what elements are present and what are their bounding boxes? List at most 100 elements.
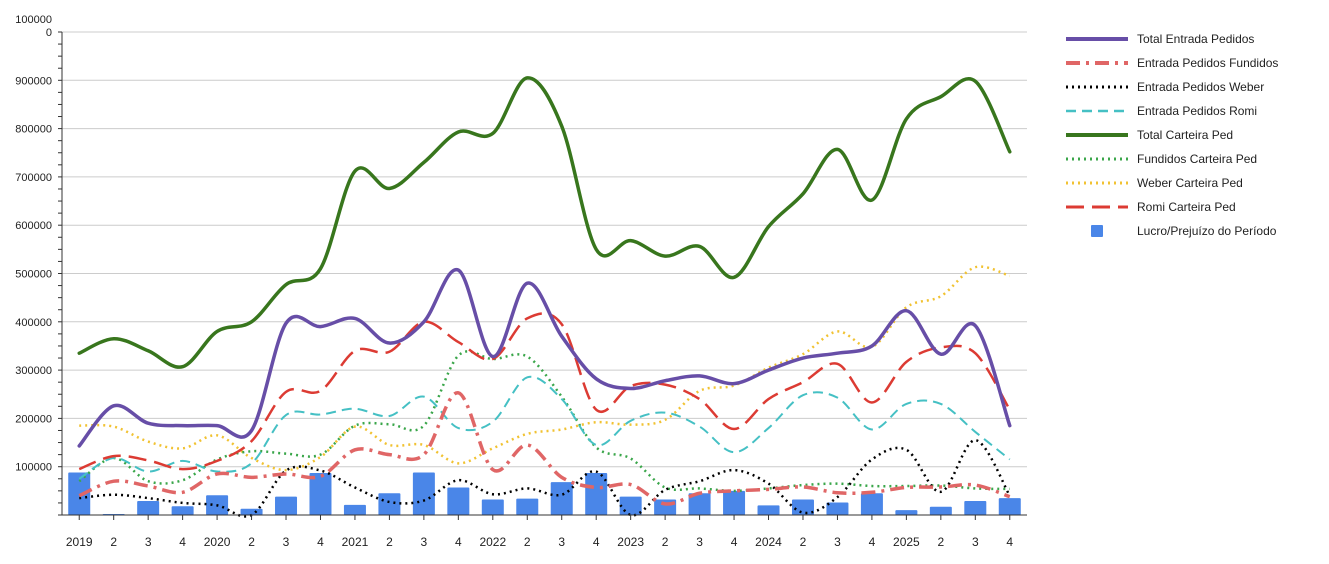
series-line-entrada-pedidos-romi bbox=[78, 375, 1011, 480]
bar bbox=[447, 487, 470, 515]
y-tick-label-line: 700000 bbox=[15, 172, 52, 184]
bar bbox=[860, 493, 883, 515]
x-tick-label: 2022 bbox=[479, 535, 506, 549]
series-line-entrada-pedidos-weber bbox=[79, 438, 1011, 518]
bar-series bbox=[68, 472, 1021, 515]
legend-label-total-carteira-ped: Total Carteira Ped bbox=[1137, 128, 1233, 142]
x-axis-ticks: 2019 2 3 4 2020 2 3 4 2021 2 3 4 2022 2 3 4 2023 2 3 4 2024 2… bbox=[66, 535, 1014, 549]
bar bbox=[619, 496, 642, 515]
y-tick-label: 300000 bbox=[15, 365, 52, 377]
y-tick-label: 200000 bbox=[15, 413, 52, 425]
legend-label-entrada-pedidos-fundidos: Entrada Pedidos Fundidos bbox=[1137, 56, 1278, 70]
bar bbox=[688, 493, 711, 515]
x-tick-label: 4 bbox=[1006, 535, 1013, 549]
bar bbox=[481, 499, 504, 515]
y-tick-label-line: 0 bbox=[46, 27, 52, 39]
y-tick-label-line: 100000 bbox=[15, 14, 52, 26]
bar bbox=[378, 493, 401, 515]
x-tick-label: 4 bbox=[869, 535, 876, 549]
bar bbox=[137, 500, 160, 515]
x-tick-label: 3 bbox=[283, 535, 290, 549]
legend-label-weber-carteira-ped: Weber Carteira Ped bbox=[1137, 176, 1243, 190]
x-tick-label: 2024 bbox=[755, 535, 782, 549]
y-axis-ticks: 100000 200000 300000 400000 500000 600000 7000… bbox=[15, 14, 52, 474]
y-tick-label-line: 100000 bbox=[15, 462, 52, 474]
y-tick-label-line: 200000 bbox=[15, 413, 52, 425]
y-tick-label-line: 600000 bbox=[15, 220, 52, 232]
bar bbox=[895, 510, 918, 515]
x-tick-label: 2 bbox=[662, 535, 669, 549]
legend-label-total-entrada-pedidos: Total Entrada Pedidos bbox=[1137, 32, 1254, 46]
y-tick-label: 700000 bbox=[15, 172, 52, 184]
series-line-fundidos-carteira-ped bbox=[78, 350, 1010, 493]
x-tick-label: 2 bbox=[524, 535, 531, 549]
y-tick-label: 500000 bbox=[15, 269, 52, 281]
bar bbox=[929, 506, 952, 515]
bar bbox=[550, 482, 573, 515]
legend-label-entrada-pedidos-romi: Entrada Pedidos Romi bbox=[1137, 104, 1257, 118]
x-tick-label: 2021 bbox=[342, 535, 369, 549]
x-tick-label: 2 bbox=[937, 535, 944, 549]
bar bbox=[723, 490, 746, 515]
bar bbox=[68, 472, 91, 515]
x-tick-label: 4 bbox=[317, 535, 324, 549]
series-line-weber-carteira-ped bbox=[79, 265, 1011, 472]
legend-label-fundidos-carteira-ped: Fundidos Carteira Ped bbox=[1137, 152, 1257, 166]
series-line-entrada-pedidos-fundidos bbox=[78, 391, 1011, 506]
bar bbox=[343, 504, 366, 515]
series-line-total-entrada-pedidos bbox=[77, 268, 1012, 448]
x-tick-label: 2 bbox=[386, 535, 393, 549]
bar bbox=[412, 472, 435, 515]
y-tick-label: 600000 bbox=[15, 220, 52, 232]
x-tick-label: 2 bbox=[248, 535, 255, 549]
y-tick-label-line: 500000 bbox=[15, 269, 52, 281]
x-tick-label: 2 bbox=[110, 535, 117, 549]
x-tick-label: 3 bbox=[558, 535, 565, 549]
bar bbox=[826, 502, 849, 515]
x-tick-label: 3 bbox=[145, 535, 152, 549]
bar bbox=[998, 498, 1021, 515]
legend-swatch-lucro-prejuizo-do-periodo bbox=[1091, 225, 1103, 237]
x-tick-label: 3 bbox=[696, 535, 703, 549]
y-tick-label-line: 300000 bbox=[15, 365, 52, 377]
bar bbox=[964, 500, 987, 515]
x-tick-label: 3 bbox=[421, 535, 428, 549]
y-tick-label-line: 400000 bbox=[15, 317, 52, 329]
y-tick-label: 800000 bbox=[15, 124, 52, 136]
axes bbox=[58, 31, 1027, 520]
x-tick-label: 2019 bbox=[66, 535, 93, 549]
y-tick-label-line: 900000 bbox=[15, 75, 52, 87]
grid-lines bbox=[62, 31, 1027, 468]
y-tick-label: 100000 bbox=[15, 462, 52, 474]
x-tick-label: 4 bbox=[455, 535, 462, 549]
x-tick-label: 2023 bbox=[617, 535, 644, 549]
x-tick-label: 4 bbox=[179, 535, 186, 549]
x-tick-label: 2020 bbox=[204, 535, 231, 549]
y-tick-label-line: 800000 bbox=[15, 124, 52, 136]
bar bbox=[171, 506, 194, 515]
legend: Total Entrada Pedidos Entrada Pedidos Fun… bbox=[1066, 32, 1278, 238]
x-tick-label: 3 bbox=[972, 535, 979, 549]
x-tick-label: 2025 bbox=[893, 535, 920, 549]
bar bbox=[585, 472, 608, 515]
bar bbox=[309, 472, 332, 515]
legend-label-lucro-prejuizo-do-periodo: Lucro/Prejuízo do Período bbox=[1137, 224, 1277, 238]
legend-label-romi-carteira-ped: Romi Carteira Ped bbox=[1137, 200, 1236, 214]
x-tick-label: 4 bbox=[731, 535, 738, 549]
y-tick-label: 400000 bbox=[15, 317, 52, 329]
x-tick-label: 2 bbox=[800, 535, 807, 549]
bar bbox=[757, 505, 780, 515]
x-tick-label: 4 bbox=[593, 535, 600, 549]
series-line-romi-carteira-ped bbox=[78, 312, 1011, 471]
y-tick-label: 900000 bbox=[15, 75, 52, 87]
bar bbox=[240, 508, 263, 515]
bar bbox=[275, 496, 298, 515]
bar bbox=[791, 499, 814, 515]
line-series bbox=[77, 76, 1012, 518]
series-line-total-carteira-ped bbox=[77, 76, 1012, 369]
legend-label-entrada-pedidos-weber: Entrada Pedidos Weber bbox=[1137, 80, 1264, 94]
bar bbox=[516, 498, 539, 515]
y-tick-label: 100000 0 bbox=[15, 14, 52, 39]
